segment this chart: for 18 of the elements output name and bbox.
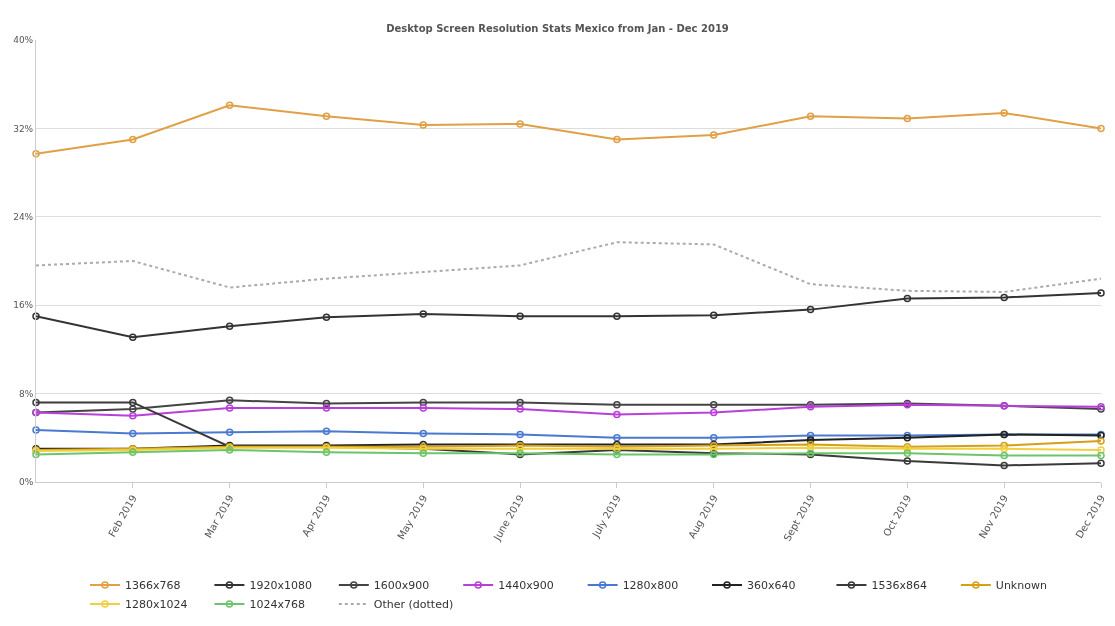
chart-subtitle: Desktop Screen Resolution Stats Mexico from Jan - Dec 2019 (386, 23, 729, 35)
legend-label: 1536x864 (871, 579, 927, 593)
legend-label: 1920x1080 (249, 579, 312, 593)
legend-label: 360x640 (747, 579, 796, 593)
y-tick-label: 8% (18, 388, 34, 399)
legend-label: 1440x900 (498, 579, 554, 593)
y-tick-label: 40% (13, 35, 34, 46)
legend-label: Unknown (995, 579, 1047, 593)
y-tick-label: 16% (13, 300, 34, 311)
legend-label: 1024x768 (249, 598, 305, 612)
legend-label: 1366x768 (125, 579, 181, 593)
legend-label: Other (dotted) (373, 598, 454, 612)
y-tick-label: 0% (18, 477, 34, 488)
legend-label: 1280x1024 (125, 598, 188, 612)
y-tick-label: 32% (13, 123, 34, 134)
y-tick-label: 24% (13, 211, 34, 222)
legend-label: 1280x800 (622, 579, 679, 593)
legend-label: 1600x900 (373, 579, 430, 593)
